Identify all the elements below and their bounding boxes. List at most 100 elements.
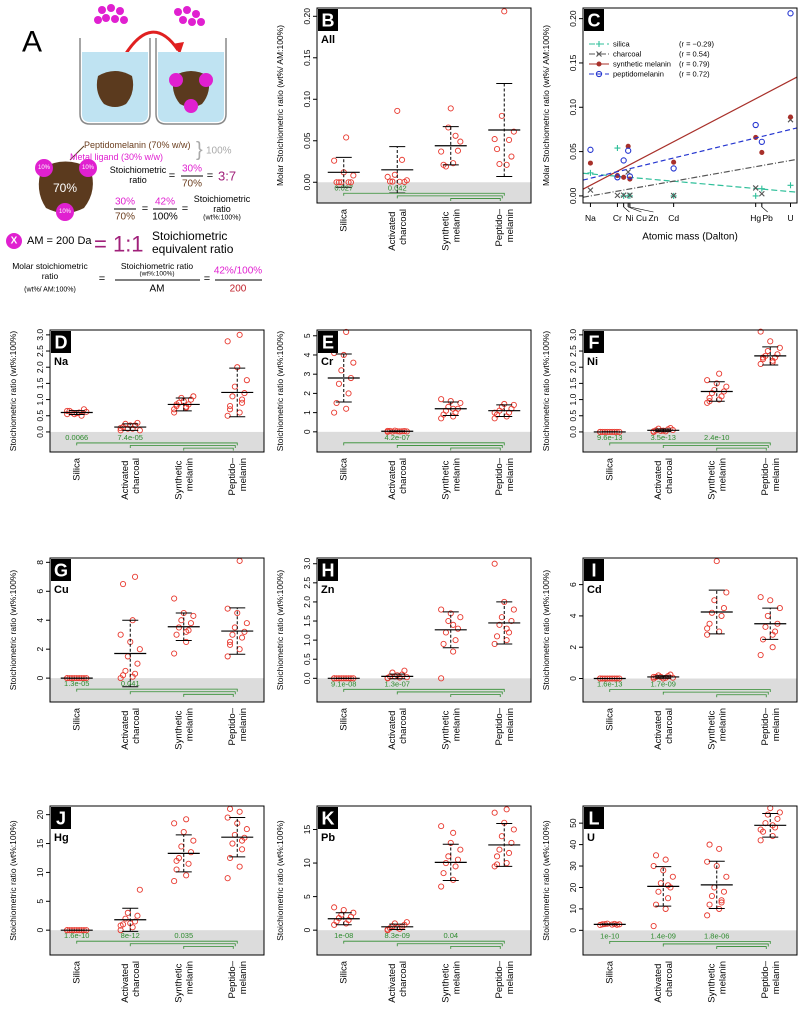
data-point: [134, 660, 141, 667]
data-point: [653, 901, 660, 908]
bracket: [76, 688, 238, 692]
data-point: [776, 809, 783, 816]
bracket: [609, 442, 771, 446]
ratio-wt-label: (wt%:100%): [203, 215, 241, 222]
p-value: 1.3e-07: [385, 679, 410, 688]
data-point: [452, 409, 459, 416]
category-label: Silica: [338, 208, 349, 231]
ligand-sites: [35, 159, 97, 221]
category-label: Peptido–melanin: [759, 960, 781, 998]
data-point: [450, 648, 457, 655]
data-point: [493, 146, 501, 153]
data-point: [587, 169, 594, 176]
bracket: [450, 447, 501, 451]
data-point: [752, 121, 759, 129]
data-point: [183, 638, 190, 645]
data-point: [185, 860, 192, 867]
data-point: [389, 178, 396, 185]
data-point: [236, 557, 243, 564]
data-point: [457, 846, 464, 853]
leader: [69, 145, 85, 161]
molar-label: Molar stoichiometric: [12, 261, 88, 271]
y-tick-label: 1.5: [568, 377, 578, 389]
data-point: [236, 331, 243, 338]
data-point: [708, 892, 716, 900]
data-point: [491, 809, 498, 816]
category-label: Activated charcoal: [119, 961, 141, 1003]
data-point: [440, 411, 447, 418]
y-tick-label: 30: [568, 861, 578, 871]
data-point: [438, 396, 445, 403]
data-point: [445, 853, 452, 860]
data-point: [496, 621, 503, 628]
data-point: [226, 406, 234, 413]
peptidomelanin-label: Peptidomelanin (70% w/w): [84, 140, 191, 150]
data-point: [190, 612, 197, 619]
bracket: [343, 688, 505, 692]
ratio-wt-label: Stoichiometric: [194, 194, 251, 204]
y-tick-label: 10: [568, 904, 578, 914]
y-tick-label: 0.5: [568, 410, 578, 422]
data-point: [171, 820, 178, 827]
data-point: [650, 923, 657, 930]
data-point: [340, 906, 347, 914]
data-point: [226, 805, 234, 812]
category-label: Peptido–melanin: [226, 707, 248, 745]
legend-r: (r = 0.79): [679, 60, 710, 69]
y-tick-label: 0: [35, 928, 45, 933]
category-label: Silica: [338, 457, 349, 480]
category-label: Peptido–melanin: [493, 457, 515, 495]
data-point: [229, 393, 236, 400]
data-point: [650, 862, 657, 870]
bracket: [609, 940, 771, 944]
category-label: Peptido–melanin: [759, 707, 781, 745]
bracket: [609, 689, 771, 693]
y-tick-label: 0.10: [302, 91, 312, 108]
p-value: 8.3e-09: [385, 931, 410, 940]
panel-letter-box: [51, 331, 71, 353]
data-point: [338, 367, 345, 374]
panel-subtitle: Hg: [54, 832, 69, 844]
data-point: [503, 625, 510, 632]
bracket: [129, 691, 236, 695]
data-point: [403, 919, 410, 926]
category-label: Peptido–melanin: [493, 208, 515, 246]
data-point: [447, 839, 454, 846]
y-tick-label: 0.20: [302, 8, 312, 25]
y-tick-label: 1.0: [302, 634, 312, 646]
category-label: Synthetic melanin: [440, 209, 462, 251]
data-point: [224, 605, 231, 612]
plot-frame: [316, 7, 532, 204]
category-label: Silica: [71, 457, 82, 480]
molar-num: Stoichiometric ratio: [121, 261, 194, 271]
category-label: Silica: [338, 960, 349, 983]
p-value: 1.6e-13: [597, 680, 622, 689]
y-tick-label: 2: [568, 645, 578, 650]
melanin-particle: [38, 161, 93, 213]
y-tick-label: 5: [302, 894, 312, 899]
data-point: [501, 8, 508, 15]
panel-letter: K: [322, 809, 335, 829]
category-label: Activated charcoal: [386, 708, 408, 750]
data-point: [131, 573, 139, 580]
molar-label: ratio: [42, 271, 59, 281]
data-point: [447, 105, 454, 112]
y-tick-label: 4: [35, 618, 45, 623]
data-point: [438, 883, 445, 890]
site-label: 10%: [82, 165, 95, 171]
fraction-num: 42%: [155, 197, 175, 208]
p-value: 1e-10: [600, 931, 619, 940]
data-point: [335, 179, 343, 186]
data-point: [711, 884, 718, 891]
y-tick-label: 3.0: [35, 329, 45, 341]
bracket: [129, 445, 236, 449]
x-tick-label: Cd: [668, 213, 679, 223]
bracket: [183, 693, 234, 697]
data-point: [331, 157, 338, 164]
data-point: [510, 128, 517, 135]
legend-marker: [595, 70, 603, 78]
data-point: [510, 606, 517, 613]
data-point: [234, 609, 241, 617]
negative-region: [317, 930, 531, 955]
data-point: [343, 134, 350, 141]
